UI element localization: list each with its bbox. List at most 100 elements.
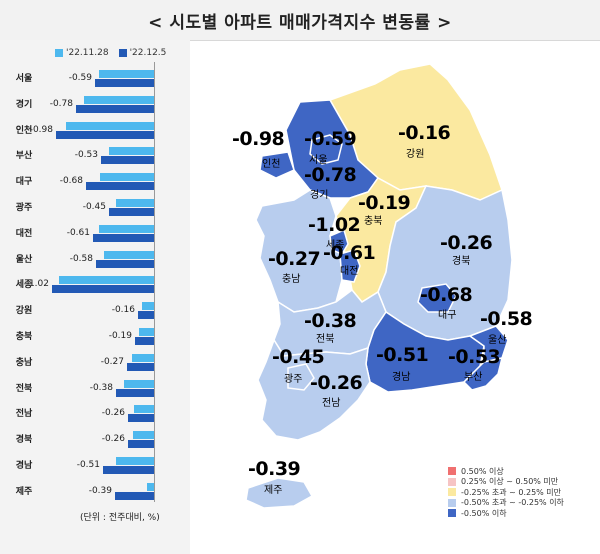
bar-data-label: -0.61 bbox=[66, 227, 90, 238]
bar-category-label: 경남 bbox=[15, 461, 33, 471]
bar-category-label: 울산 bbox=[15, 254, 33, 265]
bar-series-a bbox=[84, 95, 154, 104]
bar-series-a bbox=[124, 379, 154, 388]
map-region-name: 전북 bbox=[316, 334, 335, 345]
bar-category-label: 경북 bbox=[15, 435, 33, 446]
map-region-name: 서울 bbox=[309, 155, 328, 166]
page-title: < 시도별 아파트 매매가격지수 변동률 > bbox=[148, 12, 452, 33]
map-region-value: -0.78 bbox=[304, 164, 357, 186]
bar-series-a bbox=[59, 276, 154, 285]
bar-series-b bbox=[96, 259, 154, 268]
bar-series-a bbox=[116, 457, 154, 465]
bar-series-b bbox=[109, 208, 154, 216]
bar-category-label: 대구 bbox=[15, 177, 33, 188]
bar-data-label: -0.38 bbox=[89, 382, 113, 393]
map-region-value: -0.45 bbox=[272, 346, 325, 368]
bar-category-label: 충남 bbox=[15, 357, 33, 368]
bar-category-label: 전남 bbox=[15, 409, 33, 420]
map-region-value: -0.68 bbox=[420, 284, 473, 306]
map-legend-swatch bbox=[448, 509, 456, 518]
bar-series-b bbox=[101, 156, 154, 165]
region-incheon bbox=[259, 151, 295, 179]
map-region-value: -0.98 bbox=[232, 128, 285, 150]
legend-swatch-a bbox=[55, 49, 63, 57]
map-region-value: -0.16 bbox=[398, 122, 451, 144]
bar-series-b bbox=[93, 233, 154, 242]
bar-series-a bbox=[116, 199, 154, 207]
bar-series-b bbox=[116, 388, 154, 397]
map-legend-item: 0.50% 이상 bbox=[448, 466, 564, 477]
map-region-value: -0.51 bbox=[376, 344, 429, 366]
map-region-name: 충남 bbox=[282, 274, 301, 285]
bar-series-b bbox=[86, 182, 154, 191]
bar-data-label: -0.53 bbox=[74, 150, 98, 161]
map-region-name: 대구 bbox=[438, 310, 457, 321]
bar-series-b bbox=[138, 311, 154, 320]
map-legend-label: -0.50% 이하 bbox=[461, 508, 507, 518]
region-daegu bbox=[417, 283, 457, 313]
bar-category-label: 서울 bbox=[15, 74, 33, 84]
bar-series-b bbox=[128, 440, 154, 449]
map-legend-label: 0.50% 이상 bbox=[461, 466, 504, 476]
map-region-name: 세종 bbox=[326, 240, 345, 251]
map-region-name: 충북 bbox=[364, 216, 383, 227]
region-gwangju bbox=[287, 363, 315, 391]
bar-series-a bbox=[147, 482, 154, 491]
map-legend-swatch bbox=[448, 477, 456, 486]
bar-data-label: -0.51 bbox=[76, 460, 100, 470]
bar-series-a bbox=[66, 121, 154, 130]
map-region-name: 인천 bbox=[262, 159, 281, 170]
bar-data-label: -0.45 bbox=[82, 202, 106, 212]
bar-chart-panel bbox=[0, 40, 190, 554]
bar-data-label: -0.59 bbox=[68, 73, 92, 83]
map-region-value: -0.26 bbox=[440, 232, 493, 254]
map-region-value: -0.19 bbox=[358, 192, 411, 214]
map-legend-label: -0.50% 초과 ~ -0.25% 이하 bbox=[461, 498, 564, 508]
bar-series-b bbox=[52, 285, 154, 294]
bar-series-b bbox=[56, 130, 154, 139]
bar-series-a bbox=[99, 70, 154, 78]
bar-series-a bbox=[134, 405, 154, 414]
bar-series-a bbox=[104, 250, 154, 259]
map-region-name: 전남 bbox=[322, 398, 341, 409]
map-region-value: -1.02 bbox=[308, 214, 361, 236]
bar-category-label: 광주 bbox=[15, 203, 33, 213]
map-legend-item: 0.25% 이상 ~ 0.50% 미만 bbox=[448, 477, 564, 488]
map-region-name: 경북 bbox=[452, 256, 471, 267]
bar-category-label: 인천 bbox=[15, 125, 33, 136]
korea-map bbox=[245, 63, 513, 509]
bar-series-a bbox=[100, 173, 154, 182]
bar-category-label: 제주 bbox=[15, 486, 33, 497]
bar-data-label: -1.02 bbox=[25, 279, 49, 290]
region-daejeon bbox=[339, 249, 361, 283]
region-jeonnam bbox=[257, 338, 371, 441]
map-region-value: -0.26 bbox=[310, 372, 363, 394]
bar-data-label: -0.68 bbox=[59, 176, 83, 187]
bar-axis-line bbox=[154, 62, 155, 502]
bar-series-a bbox=[109, 147, 154, 156]
bar-data-label: -0.78 bbox=[49, 98, 73, 109]
bar-series-a bbox=[139, 328, 154, 336]
bar-data-label: -0.58 bbox=[69, 253, 93, 264]
bar-data-label: -0.27 bbox=[100, 356, 124, 367]
bar-data-label: -0.98 bbox=[29, 124, 53, 135]
map-region-value: -0.39 bbox=[248, 458, 301, 480]
bar-data-label: -0.19 bbox=[108, 331, 132, 341]
bar-data-label: -0.26 bbox=[101, 408, 125, 419]
bar-series-b bbox=[103, 466, 154, 474]
map-region-name: 제주 bbox=[264, 485, 283, 496]
map-legend-label: 0.25% 이상 ~ 0.50% 미만 bbox=[461, 477, 559, 487]
map-region-value: -0.53 bbox=[448, 346, 501, 368]
map-legend-label: -0.25% 초과 ~ 0.25% 미만 bbox=[461, 487, 562, 497]
bar-data-label: -0.39 bbox=[88, 485, 112, 496]
map-region-name: 부산 bbox=[464, 372, 483, 383]
map-region-name: 광주 bbox=[284, 374, 303, 385]
bar-category-label: 세종 bbox=[15, 280, 33, 291]
map-region-name: 경남 bbox=[392, 372, 411, 383]
map-legend-swatch bbox=[448, 488, 456, 497]
map-region-value: -0.27 bbox=[268, 248, 321, 270]
map-legend-item: -0.25% 초과 ~ 0.25% 미만 bbox=[448, 487, 564, 498]
bar-data-label: -0.16 bbox=[111, 305, 135, 316]
bar-series-a bbox=[99, 224, 154, 233]
title-bar: < 시도별 아파트 매매가격지수 변동률 > bbox=[0, 0, 600, 41]
